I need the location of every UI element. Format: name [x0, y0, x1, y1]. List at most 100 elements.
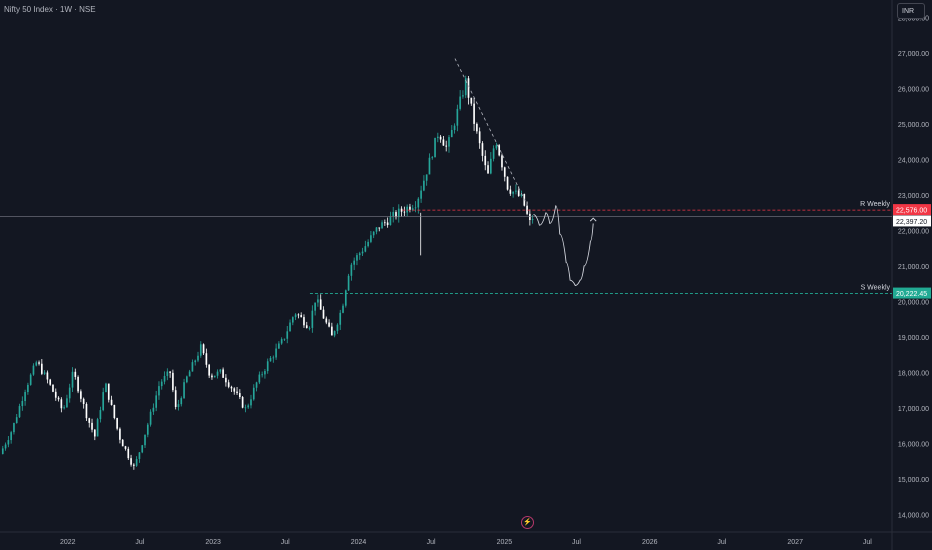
candle-body	[473, 103, 475, 124]
x-tick-label: 2026	[642, 539, 658, 546]
candle-body	[450, 130, 453, 138]
candle-body	[255, 382, 258, 388]
candle-body	[197, 355, 199, 361]
candle-body	[445, 145, 448, 147]
candle-body	[459, 96, 461, 109]
candle-body	[386, 222, 389, 226]
candle-body	[77, 376, 79, 392]
candle-body	[133, 464, 135, 466]
lightning-icon[interactable]: ⚡	[521, 516, 534, 529]
candle-body	[99, 410, 102, 420]
candle-body	[411, 208, 414, 210]
candle-body	[278, 343, 280, 349]
candle-body	[225, 377, 227, 383]
candle-body	[177, 404, 180, 408]
candle-body	[431, 157, 434, 159]
candle-body	[322, 309, 325, 319]
candle-body	[272, 357, 275, 359]
candle-body	[80, 391, 82, 399]
candle-body	[60, 399, 63, 409]
y-tick-label: 19,000.00	[898, 335, 929, 342]
resistance-price-text: 22,576.00	[896, 208, 927, 215]
y-tick-label: 22,000.00	[898, 229, 929, 236]
candle-body	[172, 372, 174, 391]
candle-body	[356, 255, 358, 261]
candle-body	[495, 145, 498, 149]
candle-body	[18, 406, 21, 418]
candle-body	[291, 317, 294, 323]
resistance-label: R Weekly	[860, 201, 890, 208]
candle-body	[289, 322, 291, 332]
y-tick-label: 28,000.00	[898, 16, 929, 23]
candle-body	[258, 374, 261, 383]
y-tick-label: 27,000.00	[898, 51, 929, 58]
candle-body	[342, 305, 344, 313]
candle-body	[264, 371, 266, 375]
candle-body	[13, 423, 15, 433]
candle-body	[40, 363, 43, 374]
candle-body	[180, 398, 183, 405]
x-tick-label: 2023	[205, 539, 221, 546]
candle-body	[420, 190, 422, 199]
candle-body	[124, 446, 127, 449]
candle-body	[464, 78, 467, 96]
candle-body	[484, 155, 487, 166]
last-price-tag	[893, 215, 931, 227]
candle-body	[489, 158, 492, 174]
candle-body	[202, 344, 205, 354]
candle-body	[82, 398, 85, 404]
y-tick-label: 18,000.00	[898, 370, 929, 377]
candle-body	[436, 136, 439, 138]
candle-body	[381, 222, 383, 229]
candle-body	[250, 399, 252, 406]
chart-title: Nifty 50 Index · 1W · NSE	[4, 5, 96, 14]
y-tick-label: 23,000.00	[898, 193, 929, 200]
candle-body	[236, 391, 238, 394]
currency-button[interactable]: INR	[897, 3, 925, 19]
candle-body	[428, 157, 431, 175]
candle-body	[269, 357, 272, 362]
candle-body	[305, 325, 308, 329]
projection-arrow-icon	[589, 217, 597, 222]
candle-body	[205, 353, 208, 365]
candle-body	[317, 299, 319, 303]
y-tick-label: 20,000.00	[898, 299, 929, 306]
candle-body	[266, 361, 269, 372]
trendline	[454, 58, 528, 206]
candle-body	[208, 364, 210, 376]
candle-body	[158, 386, 160, 396]
candle-body	[314, 302, 316, 311]
candle-body	[169, 371, 171, 373]
candle-body	[183, 382, 185, 399]
candle-body	[174, 390, 177, 408]
candle-body	[241, 397, 244, 408]
candle-body	[211, 375, 213, 378]
candle-body	[186, 376, 188, 383]
candle-body	[283, 338, 286, 340]
candle-body	[397, 208, 400, 218]
candle-body	[311, 310, 314, 328]
y-tick-label: 17,000.00	[898, 406, 929, 413]
candle-body	[10, 432, 12, 441]
candle-body	[529, 213, 531, 221]
candle-body	[384, 222, 386, 224]
candle-body	[116, 418, 118, 429]
candle-body	[113, 404, 116, 419]
support-label: S Weekly	[861, 285, 891, 292]
candle-body	[319, 299, 322, 310]
candle-body	[478, 131, 481, 144]
y-tick-label: 26,000.00	[898, 87, 929, 94]
candle-body	[238, 393, 241, 398]
candle-body	[146, 424, 149, 435]
candle-body	[414, 207, 417, 209]
candle-body	[57, 397, 60, 400]
x-tick-label: Jul	[863, 539, 872, 546]
projection-path	[533, 205, 594, 286]
candle-body	[130, 458, 132, 465]
candle-body	[107, 383, 110, 400]
candle-body	[506, 176, 509, 190]
candle-body	[222, 369, 224, 378]
candle-body	[52, 384, 54, 392]
candle-body	[46, 372, 49, 380]
